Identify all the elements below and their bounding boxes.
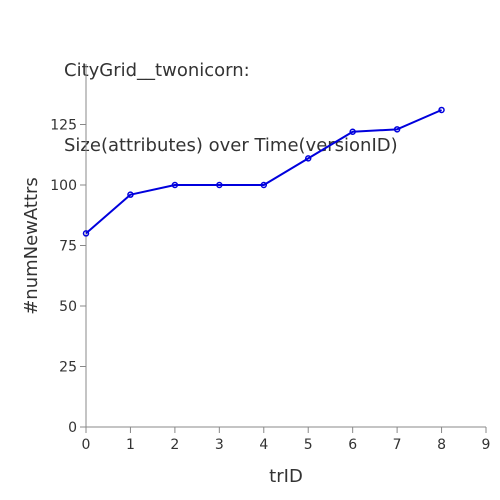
data-point xyxy=(171,181,179,189)
data-point xyxy=(349,128,356,136)
x-tick-label: 0 xyxy=(82,437,91,453)
y-tick-label: 100 xyxy=(50,178,77,194)
chart-title: CityGrid__twonicorn: Size(attributes) ov… xyxy=(64,8,398,183)
y-tick-label: 0 xyxy=(68,420,77,436)
x-tick-label: 8 xyxy=(437,437,446,453)
data-point xyxy=(304,155,312,162)
x-axis-title: trID xyxy=(269,466,303,487)
x-tick-label: 7 xyxy=(393,437,402,453)
y-tick-label: 50 xyxy=(59,299,77,315)
y-tick-label: 125 xyxy=(50,118,77,134)
data-point xyxy=(438,106,445,114)
data-point xyxy=(216,181,223,189)
x-tick-label: 4 xyxy=(259,437,268,453)
chart-title-line-2: Size(attributes) over Time(versionID) xyxy=(64,135,398,156)
axes xyxy=(85,64,486,428)
data-point xyxy=(260,181,268,189)
data-marks xyxy=(82,106,445,237)
x-tick-label: 5 xyxy=(304,437,313,453)
data-point xyxy=(82,230,90,237)
data-point xyxy=(127,191,134,198)
x-tick-label: 3 xyxy=(215,437,224,453)
x-tick-label: 2 xyxy=(170,437,179,453)
series-line xyxy=(85,109,442,235)
y-tick-label: 25 xyxy=(59,360,77,376)
x-tick-label: 6 xyxy=(348,437,357,453)
y-tick-label: 75 xyxy=(59,239,77,255)
ticks: 0 1 2 3 4 5 6 7 8 9 0 25 50 75 100 125 xyxy=(50,118,490,454)
chart-title-line-1: CityGrid__twonicorn: xyxy=(64,60,250,81)
x-tick-label: 9 xyxy=(482,437,491,453)
y-axis-title: #numNewAttrs xyxy=(21,177,42,315)
x-tick-label: 1 xyxy=(126,437,135,453)
data-point xyxy=(393,126,401,133)
